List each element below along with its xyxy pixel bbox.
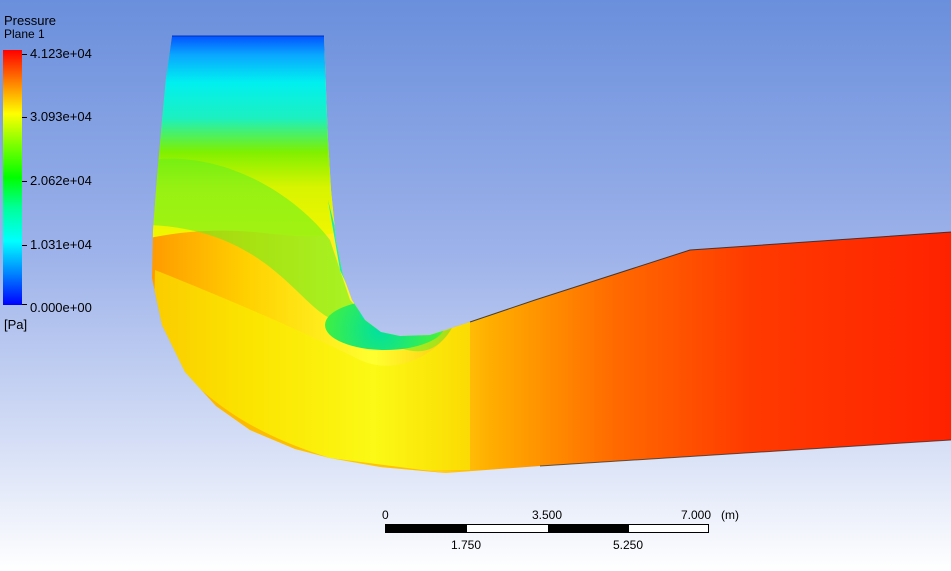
legend-tick [22, 181, 27, 182]
legend-label: 2.062e+04 [30, 173, 92, 188]
scale-label: 3.500 [532, 508, 563, 522]
legend-unit: [Pa] [4, 317, 28, 332]
scale-bar [385, 524, 709, 533]
legend-tick [22, 245, 27, 246]
legend-tick [22, 117, 27, 118]
legend-tick [22, 304, 27, 305]
legend-subtitle: Plane 1 [4, 27, 45, 41]
scale-label: 1.750 [451, 538, 482, 552]
legend-label: 3.093e+04 [30, 109, 92, 124]
scale-bar-segment [548, 525, 629, 532]
legend-title: Pressure [4, 13, 57, 28]
flow-domain [152, 36, 951, 473]
legend-label: 1.031e+04 [30, 237, 92, 252]
legend-label-min: 0.000e+00 [30, 300, 92, 315]
legend-label-max: 4.123e+04 [30, 46, 92, 61]
scale-label: 5.250 [613, 538, 644, 552]
legend-tick [22, 54, 27, 55]
color-legend-bar[interactable] [3, 50, 22, 305]
scale-bar-segment [386, 525, 467, 532]
scale-label: 7.000 [681, 508, 712, 522]
scale-unit: (m) [721, 508, 739, 522]
scale-label: 0 [382, 508, 389, 522]
